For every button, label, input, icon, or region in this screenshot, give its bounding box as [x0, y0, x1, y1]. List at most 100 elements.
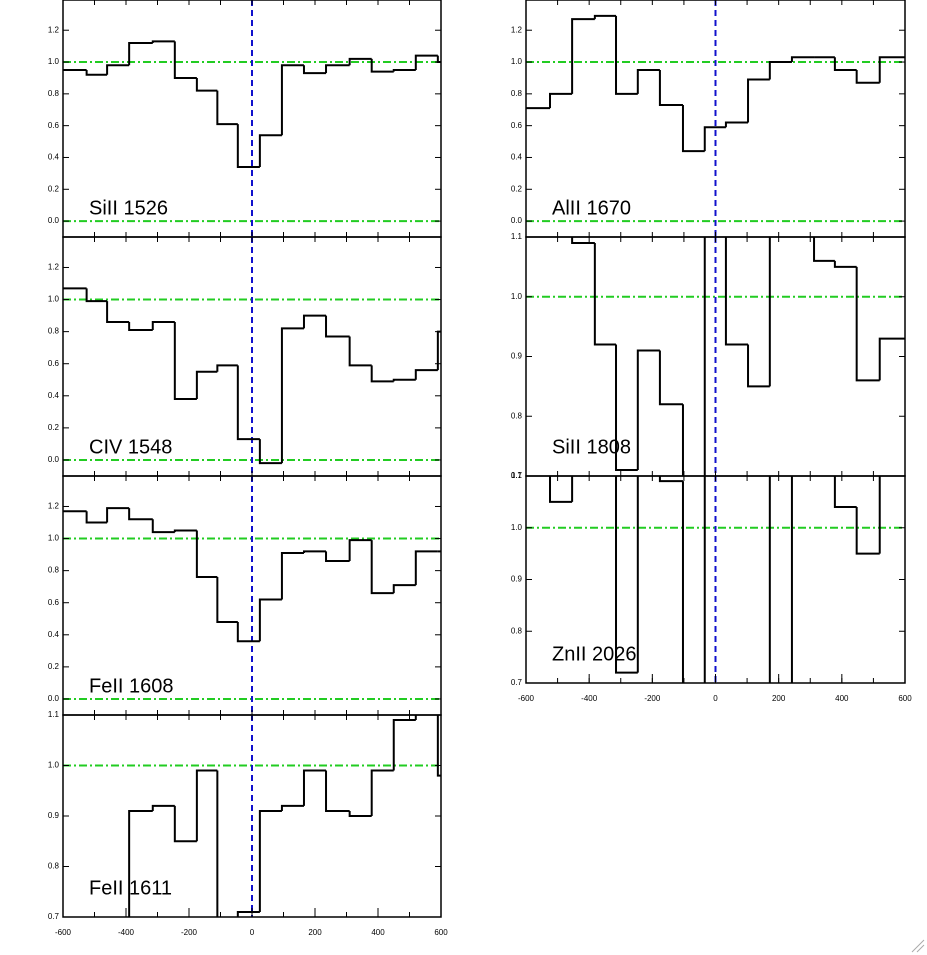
x-tick-label: -600 — [55, 928, 72, 937]
y-tick-label: 0.4 — [48, 630, 60, 639]
y-tick-label: 1.0 — [48, 295, 60, 304]
flux-step — [658, 69, 683, 106]
flux-step — [878, 56, 905, 83]
flux-step — [151, 519, 175, 534]
flux-step — [790, 476, 793, 683]
y-tick-label: 0.8 — [48, 566, 60, 575]
y-tick-label: 0.7 — [511, 678, 523, 687]
y-tick-label: 1.0 — [48, 761, 60, 770]
y-tick-label: 0.4 — [511, 153, 523, 162]
flux-step — [833, 260, 857, 268]
flux-step — [636, 349, 660, 471]
panel-label: AlII 1670 — [552, 197, 631, 219]
y-tick-label: 0.8 — [48, 862, 60, 871]
flux-step — [302, 769, 327, 806]
flux-step — [348, 539, 372, 562]
flux-step — [549, 476, 573, 503]
flux-step — [615, 15, 638, 95]
flux-step — [593, 242, 617, 346]
x-tick-label: -200 — [644, 694, 661, 703]
flux-step — [724, 237, 749, 346]
flux-step — [768, 237, 771, 387]
flux-step — [370, 58, 394, 73]
flux-step — [258, 809, 282, 912]
flux-step — [236, 910, 260, 917]
y-tick-label: 0.8 — [511, 411, 523, 420]
y-tick-label: 1.0 — [511, 523, 523, 532]
panel-label: CIV 1548 — [89, 436, 172, 458]
y-tick-label: 0.7 — [48, 912, 60, 921]
flux-step — [615, 476, 638, 674]
flux-step — [280, 64, 304, 136]
flux-step — [151, 321, 175, 331]
x-tick-label: 400 — [371, 928, 385, 937]
y-tick-label: 1.2 — [48, 25, 60, 34]
flux-step — [636, 476, 639, 673]
y-tick-label: 0.6 — [48, 121, 60, 130]
y-tick-label: 1.1 — [511, 471, 523, 480]
flux-step — [173, 41, 197, 79]
flux-step — [280, 551, 304, 600]
flux-step — [878, 476, 881, 554]
y-tick-label: 0.2 — [511, 184, 523, 193]
plot-area — [526, 237, 905, 476]
flux-step — [615, 344, 638, 472]
flux-step — [855, 266, 880, 382]
flux-step — [236, 621, 260, 643]
flux-step — [173, 322, 197, 401]
panel-label: FeII 1608 — [89, 675, 174, 697]
y-tick-label: 1.0 — [511, 292, 523, 301]
flux-step — [392, 378, 416, 382]
flux-step — [549, 92, 573, 109]
flux-step — [106, 301, 130, 324]
flux-step — [258, 439, 282, 465]
flux-step — [571, 476, 574, 502]
flux-step — [236, 365, 260, 441]
plot-area — [63, 715, 441, 917]
y-tick-label: 0.6 — [48, 598, 60, 607]
panel-label: FeII 1611 — [89, 877, 172, 899]
flux-step — [571, 18, 595, 94]
flux-step — [128, 508, 153, 521]
x-tick-label: 200 — [772, 694, 786, 703]
flux-step — [195, 530, 218, 579]
flux-step — [151, 804, 175, 811]
flux-step — [855, 507, 880, 555]
y-tick-label: 0.7 — [511, 471, 523, 480]
y-tick-label: 1.0 — [48, 57, 60, 66]
flux-step — [414, 550, 438, 586]
flux-step — [280, 804, 304, 811]
flux-step — [768, 476, 771, 683]
y-tick-label: 0.4 — [48, 391, 60, 400]
flux-step — [414, 369, 438, 380]
flux-step — [85, 288, 108, 303]
flux-step — [813, 237, 835, 262]
flux-step — [258, 134, 282, 168]
flux-step — [302, 65, 327, 75]
flux-step — [216, 364, 238, 372]
flux-step — [85, 69, 108, 76]
flux-step — [151, 40, 175, 43]
y-tick-label: 1.0 — [511, 57, 523, 66]
flux-step — [392, 68, 416, 72]
flux-step — [216, 90, 238, 126]
y-tick-label: 0.9 — [48, 811, 60, 820]
flux-step — [414, 715, 417, 721]
y-tick-label: 0.6 — [511, 121, 523, 130]
flux-step — [173, 529, 197, 533]
plot-area — [526, 476, 905, 683]
flux-step — [747, 78, 770, 123]
flux-step — [681, 481, 684, 683]
flux-step — [302, 314, 327, 329]
y-tick-label: 0.8 — [511, 626, 523, 635]
flux-step — [325, 64, 350, 74]
x-tick-label: 600 — [898, 694, 912, 703]
y-tick-label: 0.0 — [511, 216, 523, 225]
y-tick-label: 0.2 — [48, 662, 60, 671]
flux-step — [855, 69, 880, 84]
flux-step — [703, 237, 706, 476]
flux-step — [106, 507, 130, 523]
flux-step — [747, 344, 770, 388]
